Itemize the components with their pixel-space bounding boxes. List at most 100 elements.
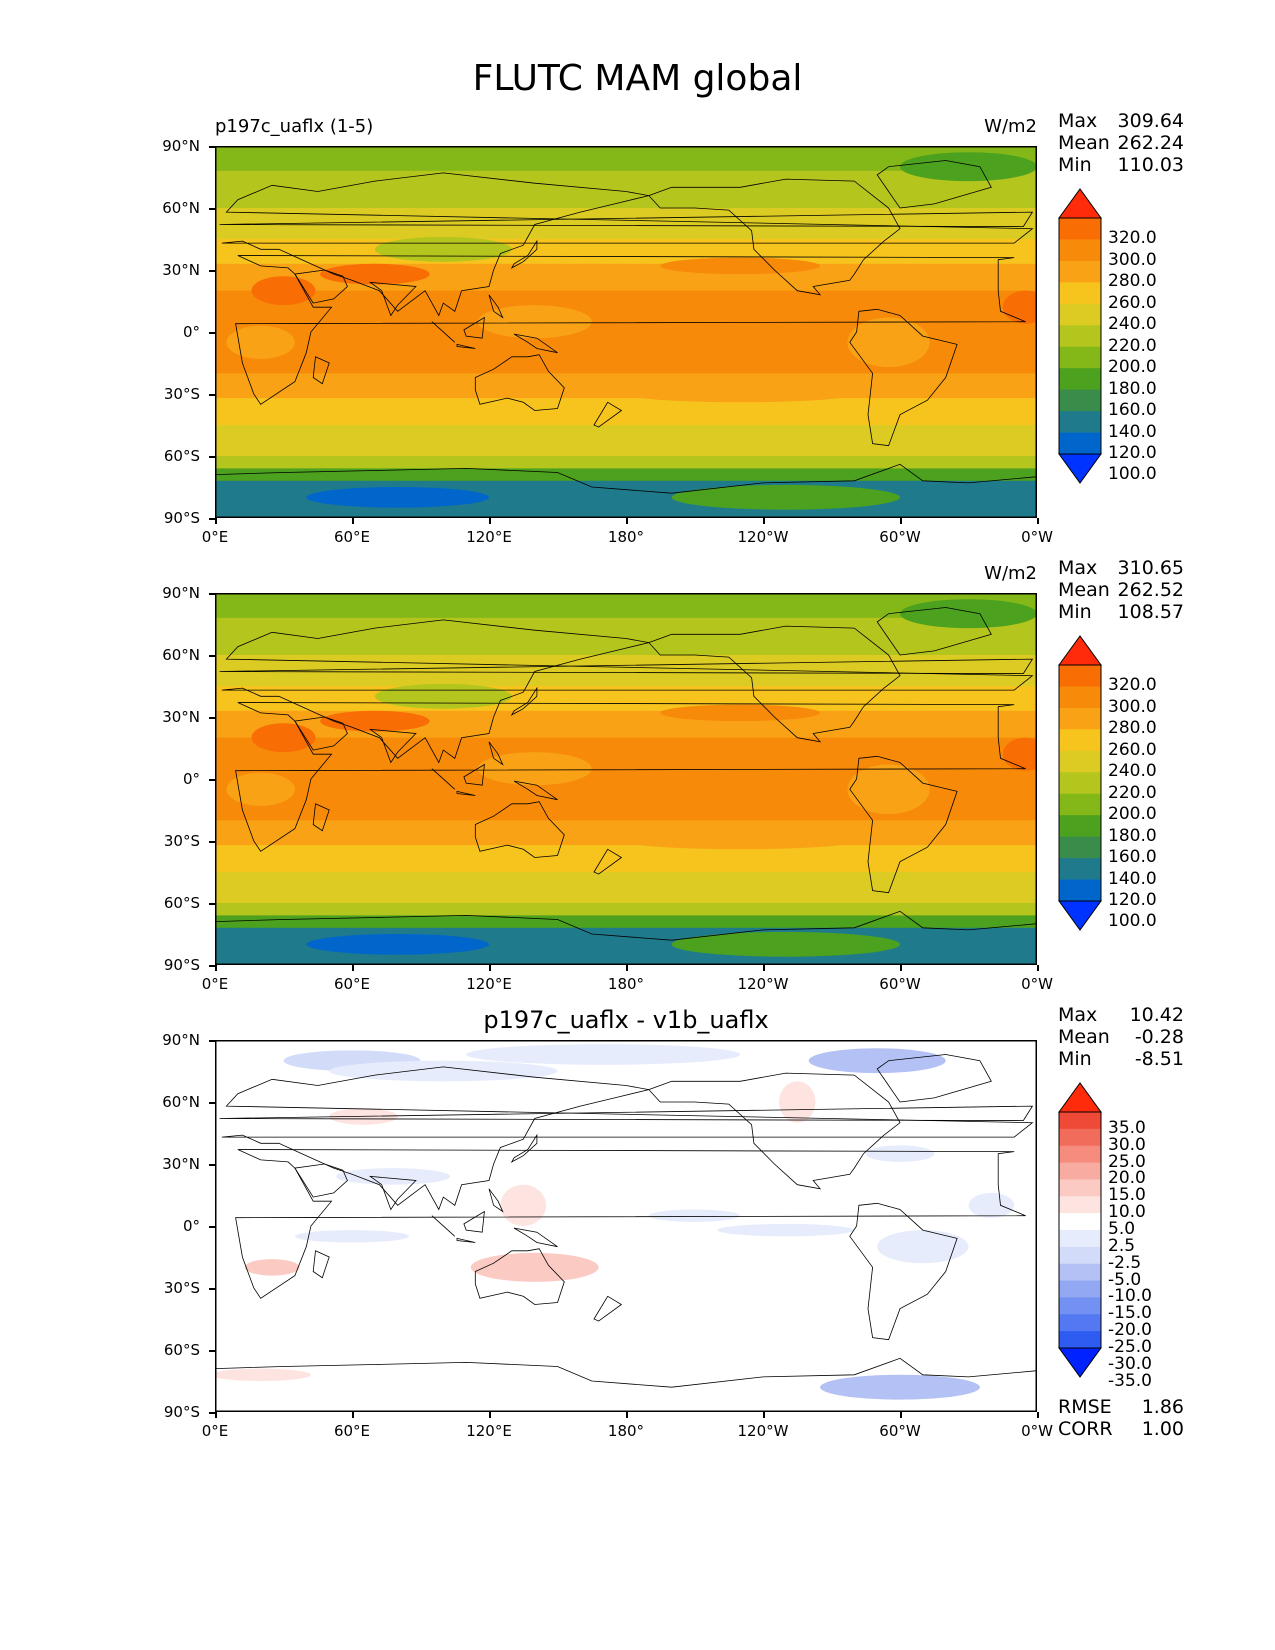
colorbar-segment-7 [1059,1230,1101,1248]
x-tick-mark [626,518,628,524]
colorbar-tick-label: 200.0 [1108,357,1157,378]
field-band-6 [215,373,1037,399]
diff-contour-5 [336,1168,451,1185]
x-tick-mark [215,518,217,524]
stat-row: CORR 1.00 [1058,1418,1184,1440]
y-tick-mark [209,1164,215,1166]
diff-contour-10 [877,1230,969,1264]
x-tick-label: 60°E [333,975,371,993]
colorbar-tick-label: 200.0 [1108,804,1157,825]
island-coastline-3 [463,1210,485,1233]
colorbar-segment-9 [1059,858,1101,880]
diff-contour-9 [717,1223,855,1237]
colorbar-tick-label: 160.0 [1108,847,1157,868]
colorbar-outline [1058,1111,1102,1349]
stat-value: 1.00 [1141,1418,1184,1440]
colorbar-segment-0 [1059,1112,1101,1130]
panel-difference: p197c_uaflx - v1b_uaflx Max 10.42 Mean -0.28… [0,1004,1275,1510]
colorbar-extend-max [1058,1082,1102,1113]
stat-label: Mean [1058,1026,1110,1048]
stat-row: Min -8.51 [1058,1048,1184,1070]
coastline-2 [294,716,348,751]
colorbar-tick-label: 260.0 [1108,292,1157,313]
map-area [214,146,1049,519]
colorbar-tick-label: -2.5 [1108,1252,1142,1273]
x-tick-label: 120°E [466,975,512,993]
y-tick-mark [209,1350,215,1352]
stat-row: Max 10.42 [1058,1004,1184,1026]
x-tick-label: 120°E [466,1422,512,1440]
stat-value: 310.65 [1117,557,1184,579]
y-tick-label: 90°N [162,1031,200,1049]
x-tick-label: 0°W [1021,975,1053,993]
colorbar-segment-1 [1059,686,1101,709]
panel-stats: Max 309.64 Mean 262.24 Min 110.03 [1058,110,1184,176]
stat-value: -0.28 [1134,1026,1184,1048]
colorbar-segment-5 [1059,772,1101,795]
colorbar-segment-5 [1059,1196,1101,1214]
colorbar-tick-label: 300.0 [1108,696,1157,717]
island-coastline-1 [431,1215,456,1237]
colorbar-segment-8 [1059,389,1101,412]
field-contour-10 [626,385,855,403]
field-contour-4 [306,487,489,508]
map-field [210,1040,1038,1413]
stat-row: Max 310.65 [1058,557,1184,579]
island-coastline-5 [593,1295,623,1322]
x-tick-label: 60°E [333,1422,371,1440]
colorbar-tick-label: 180.0 [1108,825,1157,846]
x-tick-label: 60°W [879,528,921,546]
colorbar-segment-7 [1059,368,1101,391]
colorbar-wrap [1058,188,1102,484]
y-tick-mark [209,593,215,595]
field-band-10 [215,468,1037,482]
field-contour-3 [900,599,1037,629]
colorbar-segment-5 [1059,325,1101,348]
y-tick-mark [209,1040,215,1042]
x-tick-mark [626,965,628,971]
colorbar-tick-label: 280.0 [1108,718,1157,739]
y-tick-mark [209,456,215,458]
x-tick-label: 60°W [879,1422,921,1440]
diff-contour-1 [466,1044,741,1065]
island-coastline-8 [488,294,504,319]
field-contour-4 [306,934,489,955]
y-tick-label: 0° [182,770,200,788]
coastline-4 [474,1248,565,1305]
field-contour-6 [847,764,930,815]
field-contour-11 [374,236,512,262]
x-tick-mark [763,518,765,524]
x-tick-label: 0°E [201,1422,229,1440]
colorbar-outline [1058,664,1102,902]
map-frame [215,1040,1037,1412]
y-tick-label: 90°S [163,509,200,527]
colorbar-segment-10 [1059,1280,1101,1298]
x-tick-mark [900,1412,902,1418]
x-tick-mark [215,1412,217,1418]
y-tick-label: 30°N [162,708,200,726]
coastline-6 [876,160,992,209]
coastline-1 [221,619,1034,764]
coastline-6 [876,1054,992,1103]
panel-model: p197c_uaflx (1-5) W/m2 Max 309.64 Mean 262.24… [0,110,1275,616]
colorbar-extend-min [1058,900,1102,931]
field-contour-6 [847,317,930,368]
colorbar-tick-label: 120.0 [1108,890,1157,910]
colorbar-tick-label: -5.0 [1108,1269,1142,1290]
y-tick-mark [209,332,215,334]
y-tick-mark [209,717,215,719]
colorbar-tick-label: 180.0 [1108,378,1157,399]
x-tick-mark [1037,518,1039,524]
island-coastline-0 [510,686,538,716]
colorbar-segment-2 [1059,1145,1101,1163]
field-contour-7 [226,325,295,359]
colorbar-tick-label: 2.5 [1108,1235,1136,1256]
panel-units: W/m2 [984,563,1037,584]
diff-contour-3 [329,1060,558,1082]
colorbar-segment-2 [1059,260,1101,283]
coastline-4 [474,354,565,411]
x-tick-mark [489,1412,491,1418]
colorbar-tick-label: -30.0 [1108,1353,1152,1374]
x-tick-mark [352,965,354,971]
y-tick-mark [209,1226,215,1228]
